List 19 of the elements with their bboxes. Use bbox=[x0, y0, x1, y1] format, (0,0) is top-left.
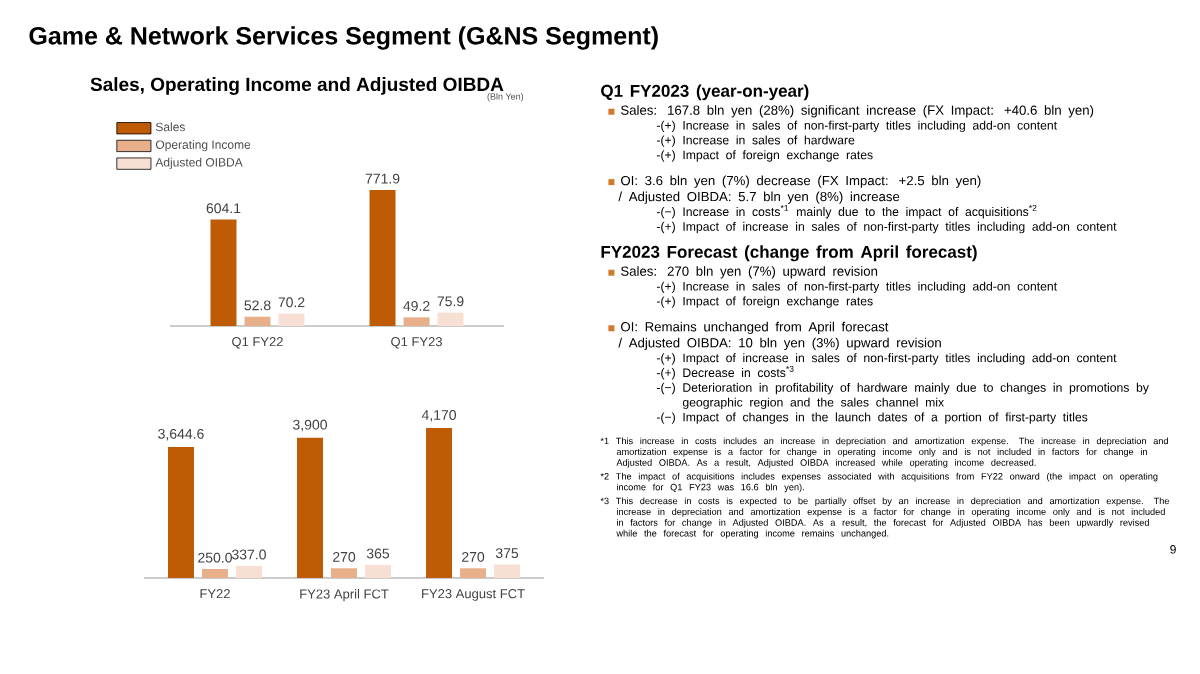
bar bbox=[297, 437, 324, 578]
text: Game & Network Services Segment (G&NS Segment) bbox=[29, 26, 658, 50]
text: Q1 FY2023 (year-on-year) bbox=[601, 84, 809, 101]
chart-title: Sales, Operating Income and Adjusted OIBDA bbox=[90, 77, 504, 95]
bar bbox=[426, 427, 453, 578]
bar bbox=[494, 564, 521, 578]
bar bbox=[437, 312, 464, 326]
bar bbox=[403, 317, 430, 326]
bar bbox=[210, 219, 237, 326]
bar bbox=[167, 446, 194, 578]
bar bbox=[244, 316, 271, 326]
bar bbox=[201, 568, 228, 578]
text: FY2023 Forecast (change from April forecast) bbox=[601, 245, 977, 262]
bar bbox=[235, 565, 262, 578]
bar bbox=[331, 568, 358, 578]
bar bbox=[365, 564, 392, 578]
bar bbox=[278, 313, 305, 326]
bar bbox=[460, 568, 487, 578]
bar bbox=[369, 189, 396, 326]
